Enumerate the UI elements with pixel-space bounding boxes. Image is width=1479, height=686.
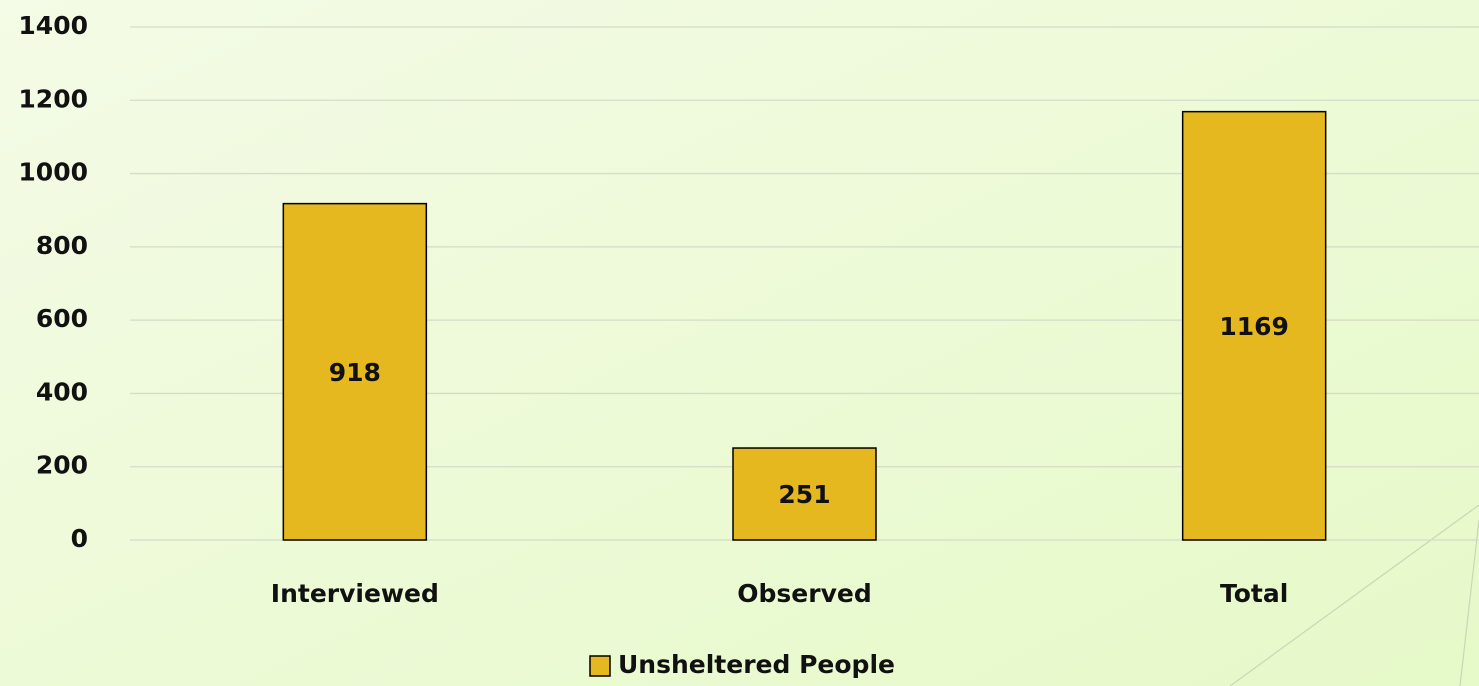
legend-swatch bbox=[589, 655, 611, 677]
y-tick-label: 600 bbox=[36, 304, 88, 333]
y-tick-label: 1200 bbox=[18, 84, 88, 113]
x-tick-label: Total bbox=[1220, 579, 1288, 608]
data-label: 251 bbox=[778, 480, 830, 509]
bar bbox=[282, 202, 428, 541]
bar bbox=[732, 447, 877, 541]
data-label: 1169 bbox=[1219, 312, 1289, 341]
y-tick-label: 1400 bbox=[18, 11, 88, 40]
y-tick-label: 200 bbox=[36, 451, 88, 480]
x-tick-label: Observed bbox=[737, 579, 871, 608]
legend-label: Unsheltered People bbox=[618, 650, 895, 679]
x-tick-label: Interviewed bbox=[271, 579, 439, 608]
y-tick-label: 1000 bbox=[18, 158, 88, 187]
y-tick-label: 400 bbox=[36, 377, 88, 406]
decoration bbox=[1229, 504, 1479, 686]
y-tick-label: 0 bbox=[71, 524, 88, 553]
decoration bbox=[1459, 519, 1479, 686]
data-label: 918 bbox=[329, 358, 381, 387]
bar bbox=[1181, 110, 1327, 541]
y-tick-label: 800 bbox=[36, 231, 88, 260]
